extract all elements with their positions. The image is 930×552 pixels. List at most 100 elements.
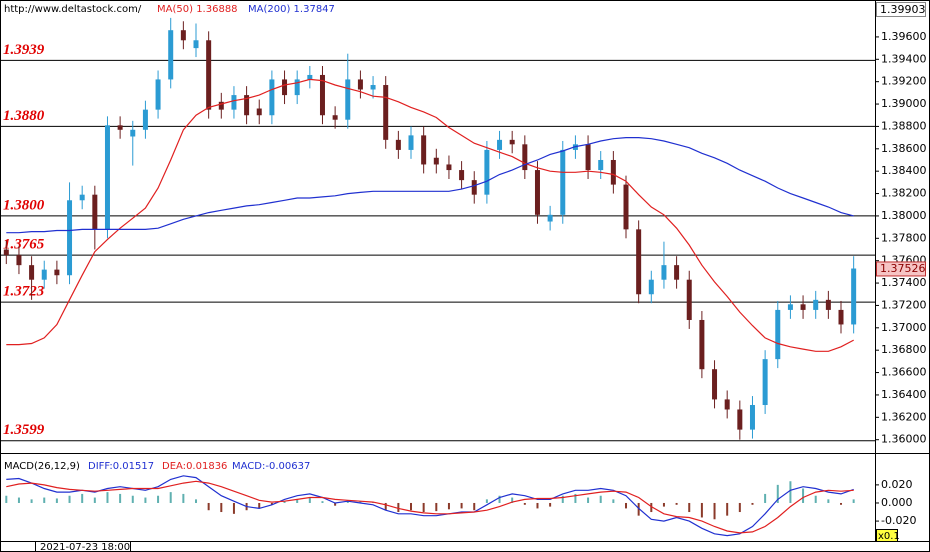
macd-bar (561, 495, 564, 503)
candle-body (686, 279, 692, 320)
level-label: 1.3880 (3, 108, 45, 124)
level-label: 1.3765 (3, 237, 45, 253)
macd-bar (43, 497, 46, 503)
candle-body (168, 30, 174, 80)
macd-bar (106, 492, 109, 503)
legend-name: DIFF: (88, 461, 113, 472)
macd-bar (599, 495, 602, 503)
macd-bar (422, 502, 425, 513)
macd-bar (157, 495, 160, 503)
macd-bar (713, 502, 716, 520)
y-tick-label: 1.39400 (881, 52, 927, 65)
candle-body (79, 194, 85, 201)
candle-body (851, 268, 857, 325)
candle-body (54, 269, 60, 276)
candle-body (269, 79, 275, 116)
candle-body (522, 144, 528, 171)
legend-name: MA(200) (248, 4, 290, 15)
candle-body (421, 135, 427, 165)
macd-title: MACD(26,12,9) (4, 461, 80, 472)
candle-body (534, 170, 540, 215)
macd-bar (359, 501, 362, 503)
y-tick-label: 0.000 (881, 496, 913, 509)
macd-bar (625, 502, 628, 509)
macd-bar (549, 502, 552, 507)
last-price: 1.37526 (880, 262, 926, 275)
macd-bar (220, 502, 223, 513)
macd-bar (523, 502, 526, 505)
candle-body (838, 309, 844, 325)
macd-bar (447, 502, 450, 510)
y-tick-label: 1.36200 (881, 410, 927, 423)
macd-bar (473, 502, 476, 511)
legend-name: DEA: (162, 461, 186, 472)
candle-body (712, 369, 718, 400)
macd-bar (55, 498, 58, 503)
y-tick-label: 1.37000 (881, 321, 927, 334)
candle-body (610, 159, 616, 185)
macd-legend: MACD:-0.00637 (232, 461, 310, 472)
last-price-box (876, 261, 926, 277)
source-url: http://www.deltastock.com/ (4, 4, 142, 15)
candle-body (825, 299, 831, 310)
candle-body (130, 129, 136, 137)
macd-bar (498, 495, 501, 503)
y-tick-label: 1.38200 (881, 187, 927, 200)
macd-bar (119, 493, 122, 503)
macd-bar (802, 488, 805, 503)
candle-body (636, 229, 642, 295)
macd-bar (321, 501, 324, 503)
candle-body (357, 79, 363, 90)
macd-bar (764, 493, 767, 503)
legend-value: 1.37847 (294, 4, 335, 15)
candle-body (749, 405, 755, 430)
macd-bar (30, 499, 33, 503)
candle-body (16, 255, 22, 266)
y-tick-label: 1.38400 (881, 164, 927, 177)
macd-bar (675, 502, 678, 505)
macd-bar (270, 502, 273, 505)
candle-body (383, 85, 389, 140)
y-tick-label: 1.36800 (881, 343, 927, 356)
macd-bar (258, 502, 261, 509)
candle-body (180, 30, 186, 41)
macd-bar (397, 502, 400, 513)
candle-body (3, 249, 9, 256)
y-tick-label: 1.38600 (881, 142, 927, 155)
y-tick-label: 1.36600 (881, 366, 927, 379)
macd-bar (637, 502, 640, 516)
macd-bar (144, 497, 147, 503)
candle-body (155, 79, 161, 110)
level-label: 1.3723 (3, 284, 45, 300)
macd-bar (612, 499, 615, 503)
y-tick-label: 1.38000 (881, 209, 927, 222)
candle-body (674, 265, 680, 280)
macd-bar (384, 502, 387, 511)
candle-body (142, 109, 148, 130)
candle-body (92, 194, 98, 230)
macd-legend: DIFF:0.01517 (88, 461, 154, 472)
macd-bar (410, 502, 413, 511)
macd-bar (17, 497, 20, 503)
series-line (6, 137, 854, 234)
plot-layer: 1.3939 1.3880 1.3800 1.3765 1.3723 1.3599 (0, 17, 875, 537)
macd-bar (182, 493, 185, 503)
macd-bar (789, 481, 792, 503)
macd-bar (169, 492, 172, 503)
candle-body (395, 139, 401, 150)
legend-value: -0.00637 (265, 461, 310, 472)
candle-body (307, 74, 313, 80)
candle-body (648, 279, 654, 295)
candle-body (598, 159, 604, 171)
y-tick-label: 1.37200 (881, 298, 927, 311)
level-label: 1.3800 (3, 197, 45, 213)
candle-body (294, 79, 300, 96)
candle-body (787, 304, 793, 310)
legend-name: MA(50) (157, 4, 193, 15)
candle-body (737, 409, 743, 430)
y-tick-label: 1.39600 (881, 30, 927, 43)
candle-body (433, 157, 439, 165)
macd-bar (68, 495, 71, 503)
macd-bar (536, 502, 539, 509)
series-line (6, 78, 854, 352)
